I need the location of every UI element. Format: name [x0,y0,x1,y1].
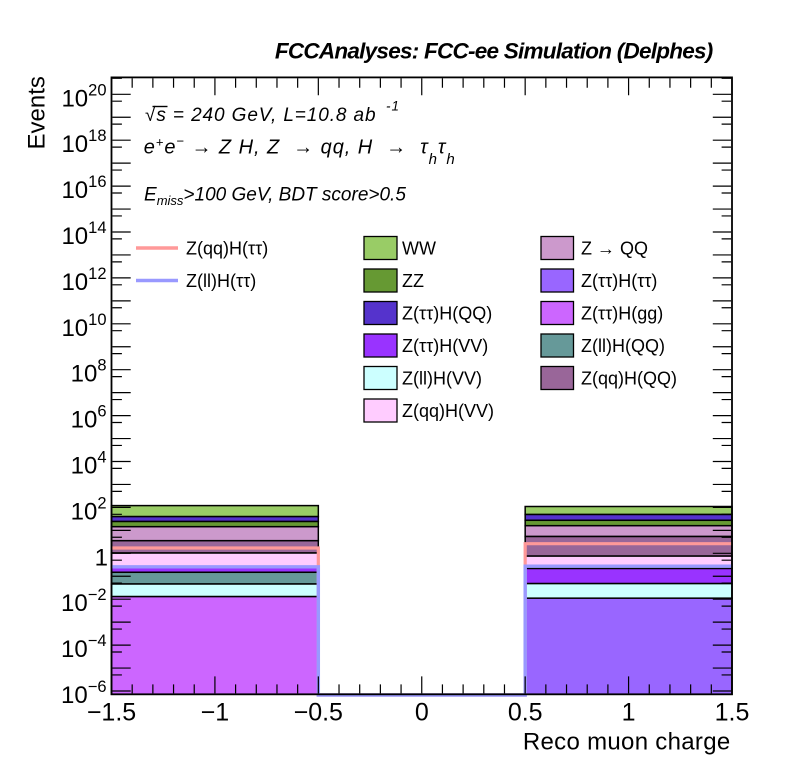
svg-text:Z(qq)H(QQ): Z(qq)H(QQ) [581,368,677,388]
svg-text:√s = 240 GeV, L=10.8 ab: √s = 240 GeV, L=10.8 ab [145,105,376,126]
svg-text:ZZ: ZZ [402,271,424,291]
svg-text:Z(ll)H(ττ): Z(ll)H(ττ) [186,271,256,291]
svg-text:0.5: 0.5 [508,698,543,726]
svg-text:108: 108 [71,357,107,388]
svg-text:1: 1 [95,544,108,571]
svg-text:1: 1 [622,698,636,726]
svg-text:e+e− → Z H, Z → qq, H → τhτ: e+e− → Z H, Z → qq, H → τhτh [144,133,456,168]
svg-text:−0.5: −0.5 [294,698,343,726]
svg-text:Z(ττ)H(QQ): Z(ττ)H(QQ) [402,303,492,323]
svg-text:Reco muon charge: Reco muon charge [523,729,731,756]
svg-text:Z(qq)H(ττ): Z(qq)H(ττ) [186,238,268,258]
svg-text:−1.5: −1.5 [87,698,136,726]
svg-text:10−6: 10−6 [61,678,107,709]
svg-text:Emiss>100 GeV, BDT score>0.5: Emiss>100 GeV, BDT score>0.5 [144,184,406,208]
svg-text:0: 0 [415,698,429,726]
svg-text:Z(ττ)H(gg): Z(ττ)H(gg) [581,303,663,323]
svg-text:1.5: 1.5 [715,698,750,726]
svg-text:Z → QQ: Z → QQ [581,238,648,258]
svg-text:Z(qq)H(VV): Z(qq)H(VV) [402,401,494,421]
svg-text:Events: Events [24,76,51,149]
svg-text:Z(ll)H(VV): Z(ll)H(VV) [402,368,482,388]
svg-text:1010: 1010 [61,311,106,342]
svg-text:WW: WW [402,238,436,258]
svg-text:-1: -1 [386,99,400,114]
svg-text:1018: 1018 [61,127,106,158]
svg-text:Z(ll)H(QQ): Z(ll)H(QQ) [581,336,665,356]
svg-text:Z(ττ)H(ττ): Z(ττ)H(ττ) [581,271,657,291]
svg-text:FCCAnalyses: FCC-ee Simulation: FCCAnalyses: FCC-ee Simulation (Delphes) [275,39,713,64]
svg-text:Z(ττ)H(VV): Z(ττ)H(VV) [402,336,488,356]
svg-text:−1: −1 [201,698,230,726]
